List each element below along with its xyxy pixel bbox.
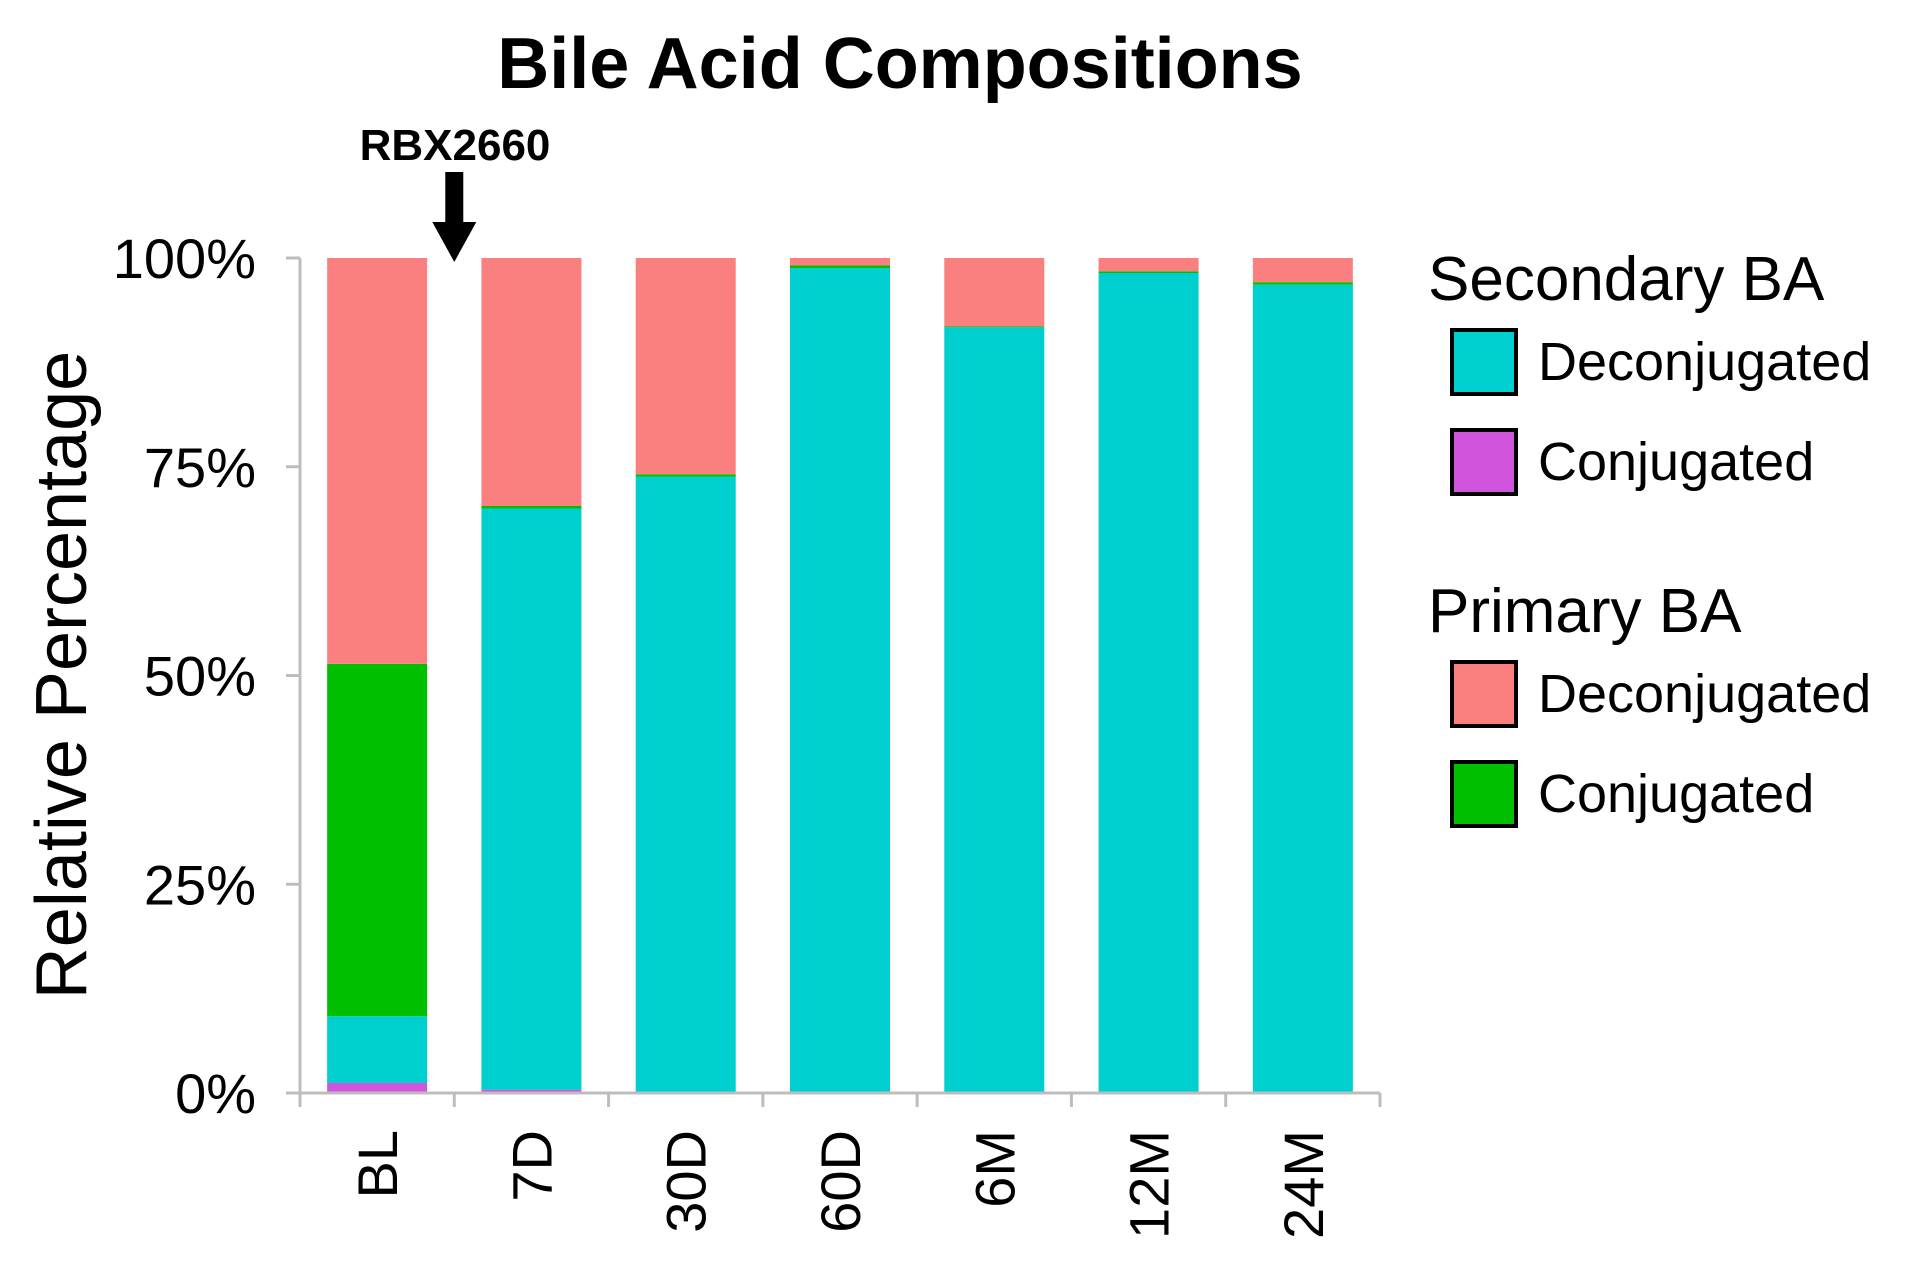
x-tick-label: 6M — [963, 1130, 1026, 1208]
bar-stack-30d — [635, 258, 736, 1093]
y-tick-label: 0% — [175, 1062, 256, 1125]
bar-segment-primary-ba-deconjugated — [635, 258, 736, 475]
bar-segment-primary-ba-deconjugated — [1098, 258, 1199, 272]
bar-segment-secondary-ba-deconjugated — [790, 268, 890, 1093]
bar-segment-primary-ba-conjugated — [1252, 282, 1353, 285]
bar-segment-primary-ba-conjugated — [481, 505, 582, 509]
bar-segment-primary-ba-conjugated — [1098, 271, 1199, 274]
y-axis-label: Relative Percentage — [22, 351, 102, 999]
axes — [298, 258, 1380, 1095]
y-tick-label: 100% — [113, 227, 256, 290]
y-tick-label: 75% — [144, 436, 256, 499]
bar-stack-60d — [790, 258, 890, 1093]
legend-group-title: Secondary BA — [1428, 245, 1825, 314]
x-tick-label: 24M — [1272, 1130, 1335, 1239]
bar-stacks — [327, 258, 1353, 1094]
legend-swatch — [1450, 328, 1518, 396]
bar-stack-7d — [481, 258, 582, 1093]
x-tick-label: 30D — [655, 1130, 718, 1233]
legend: Secondary BA Deconjugated Conjugated Primar… — [1428, 245, 1871, 828]
bar-segment-primary-ba-deconjugated — [944, 258, 1045, 327]
down-arrow-icon — [432, 172, 477, 262]
bar-segment-primary-ba-deconjugated — [790, 258, 890, 266]
legend-item-label: Deconjugated — [1538, 664, 1871, 724]
bar-segment-primary-ba-deconjugated — [481, 258, 582, 506]
annotation-label: RBX2660 — [360, 121, 551, 170]
bar-segment-secondary-ba-deconjugated — [944, 327, 1045, 1093]
bar-stack-6m — [944, 258, 1045, 1093]
bar-segment-primary-ba-conjugated — [327, 663, 428, 1017]
bar-segment-secondary-ba-deconjugated — [635, 476, 736, 1093]
bar-segment-secondary-ba-deconjugated — [1252, 284, 1353, 1094]
legend-swatch — [1450, 428, 1518, 496]
legend-swatch — [1450, 760, 1518, 828]
bar-segment-primary-ba-conjugated — [635, 474, 736, 477]
legend-group-title: Primary BA — [1428, 577, 1742, 646]
chart-title: Bile Acid Compositions — [497, 24, 1302, 104]
bar-segment-secondary-ba-deconjugated — [1098, 273, 1199, 1093]
bar-segment-primary-ba-deconjugated — [327, 258, 428, 664]
bar-segment-secondary-ba-deconjugated — [481, 508, 582, 1090]
bar-segment-secondary-ba-conjugated — [481, 1089, 582, 1093]
bar-stack-24m — [1252, 258, 1353, 1094]
bar-stack-12m — [1098, 258, 1199, 1093]
legend-item-label: Conjugated — [1538, 764, 1814, 824]
x-tick-label: 7D — [500, 1130, 563, 1202]
x-tick-label: BL — [346, 1130, 409, 1199]
bar-segment-secondary-ba-deconjugated — [327, 1016, 428, 1083]
bar-segment-primary-ba-deconjugated — [1252, 258, 1353, 283]
legend-swatch — [1450, 660, 1518, 728]
y-tick-label: 50% — [144, 645, 256, 708]
legend-item-label: Deconjugated — [1538, 332, 1871, 392]
x-axis-ticks: BL 7D 30D 60D 6M 12M 24M — [298, 1093, 1382, 1239]
legend-item-label: Conjugated — [1538, 432, 1814, 492]
x-tick-label: 60D — [809, 1130, 872, 1233]
rbx2660-annotation: RBX2660 — [360, 121, 551, 262]
bar-segment-primary-ba-conjugated — [944, 326, 1045, 328]
bar-stack-bl — [327, 258, 428, 1093]
x-tick-label: 12M — [1118, 1130, 1181, 1239]
y-axis-ticks: 0% 25% 50% 75% 100% — [113, 227, 300, 1125]
y-tick-label: 25% — [144, 853, 256, 916]
bar-segment-primary-ba-conjugated — [790, 265, 890, 269]
bar-segment-secondary-ba-conjugated — [327, 1082, 428, 1093]
